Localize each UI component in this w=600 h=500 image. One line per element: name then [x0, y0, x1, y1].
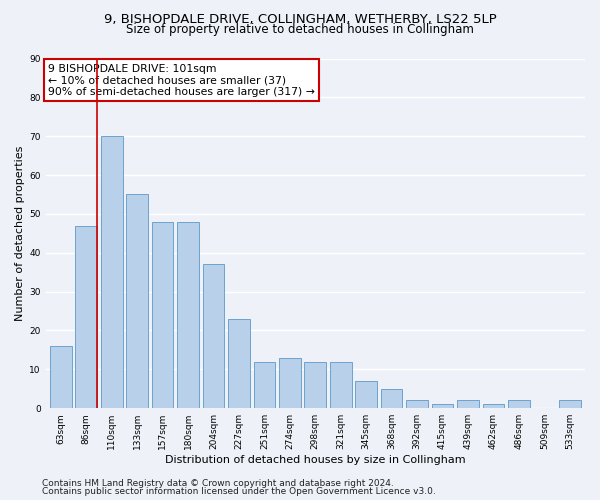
- Bar: [482, 404, 504, 408]
- Bar: [508, 400, 530, 408]
- Bar: [381, 389, 403, 408]
- Bar: [559, 400, 581, 408]
- Bar: [254, 362, 275, 408]
- Text: Contains public sector information licensed under the Open Government Licence v3: Contains public sector information licen…: [42, 487, 436, 496]
- Bar: [406, 400, 428, 408]
- Text: 9, BISHOPDALE DRIVE, COLLINGHAM, WETHERBY, LS22 5LP: 9, BISHOPDALE DRIVE, COLLINGHAM, WETHERB…: [104, 12, 496, 26]
- Text: Contains HM Land Registry data © Crown copyright and database right 2024.: Contains HM Land Registry data © Crown c…: [42, 478, 394, 488]
- Bar: [76, 226, 97, 408]
- Bar: [177, 222, 199, 408]
- Bar: [101, 136, 122, 408]
- Bar: [457, 400, 479, 408]
- Bar: [355, 381, 377, 408]
- Bar: [228, 319, 250, 408]
- Bar: [330, 362, 352, 408]
- Text: 9 BISHOPDALE DRIVE: 101sqm
← 10% of detached houses are smaller (37)
90% of semi: 9 BISHOPDALE DRIVE: 101sqm ← 10% of deta…: [48, 64, 315, 97]
- Y-axis label: Number of detached properties: Number of detached properties: [15, 146, 25, 321]
- Bar: [152, 222, 173, 408]
- Bar: [50, 346, 71, 408]
- Bar: [431, 404, 454, 408]
- Bar: [203, 264, 224, 408]
- Text: Size of property relative to detached houses in Collingham: Size of property relative to detached ho…: [126, 24, 474, 36]
- Bar: [127, 194, 148, 408]
- X-axis label: Distribution of detached houses by size in Collingham: Distribution of detached houses by size …: [165, 455, 466, 465]
- Bar: [304, 362, 326, 408]
- Bar: [279, 358, 301, 408]
